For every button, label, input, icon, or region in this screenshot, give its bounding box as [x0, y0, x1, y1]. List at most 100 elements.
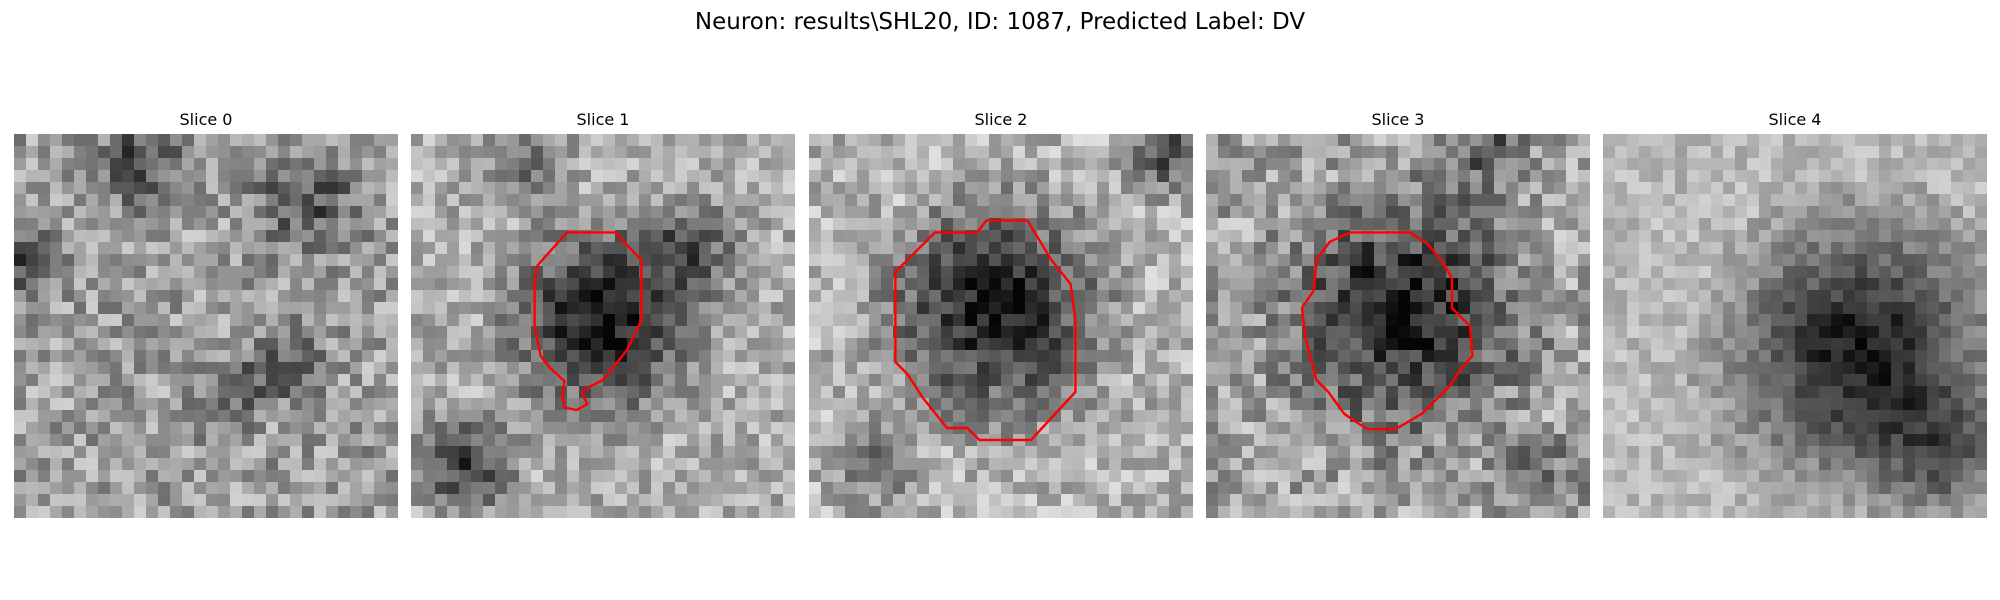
pixel-cell — [362, 494, 374, 506]
pixel-cell — [627, 506, 639, 518]
slice-image-4 — [1603, 134, 1987, 518]
pixel-cell — [423, 206, 435, 218]
pixel-cell — [759, 422, 771, 434]
pixel-cell — [1001, 362, 1013, 374]
pixel-cell — [1975, 278, 1987, 290]
pixel-cell — [1422, 410, 1434, 422]
pixel-cell — [386, 470, 398, 482]
pixel-cell — [374, 134, 386, 146]
pixel-cell — [206, 218, 218, 230]
pixel-cell — [218, 470, 230, 482]
pixel-cell — [1362, 266, 1374, 278]
pixel-cell — [50, 314, 62, 326]
pixel-cell — [747, 134, 759, 146]
pixel-cell — [711, 494, 723, 506]
pixel-cell — [1338, 326, 1350, 338]
pixel-cell — [1494, 278, 1506, 290]
pixel-cell — [809, 290, 821, 302]
pixel-cell — [1831, 386, 1843, 398]
pixel-cell — [1314, 350, 1326, 362]
pixel-cell — [735, 434, 747, 446]
pixel-cell — [845, 290, 857, 302]
pixel-cell — [1013, 182, 1025, 194]
pixel-cell — [1819, 194, 1831, 206]
pixel-cell — [1627, 254, 1639, 266]
pixel-cell — [663, 278, 675, 290]
pixel-cell — [567, 170, 579, 182]
pixel-cell — [1350, 302, 1362, 314]
pixel-cell — [543, 278, 555, 290]
pixel-cell — [290, 434, 302, 446]
pixel-cell — [1085, 134, 1097, 146]
pixel-cell — [1566, 434, 1578, 446]
pixel-cell — [1566, 230, 1578, 242]
pixel-cell — [158, 458, 170, 470]
pixel-cell — [350, 350, 362, 362]
slice-image-2 — [809, 134, 1193, 518]
pixel-cell — [266, 206, 278, 218]
pixel-cell — [182, 134, 194, 146]
pixel-cell — [507, 182, 519, 194]
pixel-cell — [771, 434, 783, 446]
pixel-cell — [14, 302, 26, 314]
pixel-cell — [1049, 398, 1061, 410]
pixel-cell — [929, 338, 941, 350]
pixel-cell — [74, 362, 86, 374]
pixel-cell — [1566, 482, 1578, 494]
pixel-cell — [977, 410, 989, 422]
pixel-cell — [579, 266, 591, 278]
pixel-cell — [1651, 434, 1663, 446]
pixel-cell — [1615, 350, 1627, 362]
pixel-cell — [242, 170, 254, 182]
pixel-cell — [1073, 134, 1085, 146]
pixel-cell — [833, 458, 845, 470]
pixel-cell — [1242, 458, 1254, 470]
pixel-cell — [1362, 374, 1374, 386]
pixel-cell — [1482, 230, 1494, 242]
pixel-cell — [833, 410, 845, 422]
pixel-cell — [711, 386, 723, 398]
pixel-cell — [1831, 146, 1843, 158]
pixel-cell — [675, 494, 687, 506]
pixel-cell — [1314, 326, 1326, 338]
pixel-cell — [1097, 506, 1109, 518]
pixel-cell — [1133, 494, 1145, 506]
pixel-cell — [1422, 338, 1434, 350]
pixel-cell — [603, 146, 615, 158]
pixel-cell — [302, 266, 314, 278]
pixel-cell — [1903, 434, 1915, 446]
pixel-cell — [459, 134, 471, 146]
pixel-cell — [941, 242, 953, 254]
pixel-cell — [1795, 422, 1807, 434]
pixel-cell — [1133, 326, 1145, 338]
pixel-cell — [1795, 410, 1807, 422]
pixel-cell — [1627, 230, 1639, 242]
pixel-cell — [1783, 434, 1795, 446]
pixel-cell — [1819, 458, 1831, 470]
pixel-cell — [1097, 230, 1109, 242]
pixel-cell — [1037, 314, 1049, 326]
pixel-cell — [953, 410, 965, 422]
pixel-cell — [386, 254, 398, 266]
pixel-cell — [170, 146, 182, 158]
pixel-cell — [26, 506, 38, 518]
pixel-cell — [1169, 422, 1181, 434]
pixel-cell — [1675, 362, 1687, 374]
pixel-cell — [254, 290, 266, 302]
pixel-cell — [1603, 242, 1615, 254]
pixel-cell — [98, 398, 110, 410]
pixel-cell — [1879, 422, 1891, 434]
pixel-cell — [1711, 146, 1723, 158]
pixel-cell — [1663, 278, 1675, 290]
pixel-cell — [869, 422, 881, 434]
pixel-cell — [1795, 290, 1807, 302]
pixel-cell — [699, 350, 711, 362]
pixel-cell — [50, 266, 62, 278]
pixel-cell — [1121, 290, 1133, 302]
pixel-cell — [1735, 326, 1747, 338]
pixel-cell — [1867, 266, 1879, 278]
pixel-cell — [1506, 326, 1518, 338]
pixel-cell — [1061, 182, 1073, 194]
pixel-cell — [38, 410, 50, 422]
pixel-cell — [1398, 398, 1410, 410]
